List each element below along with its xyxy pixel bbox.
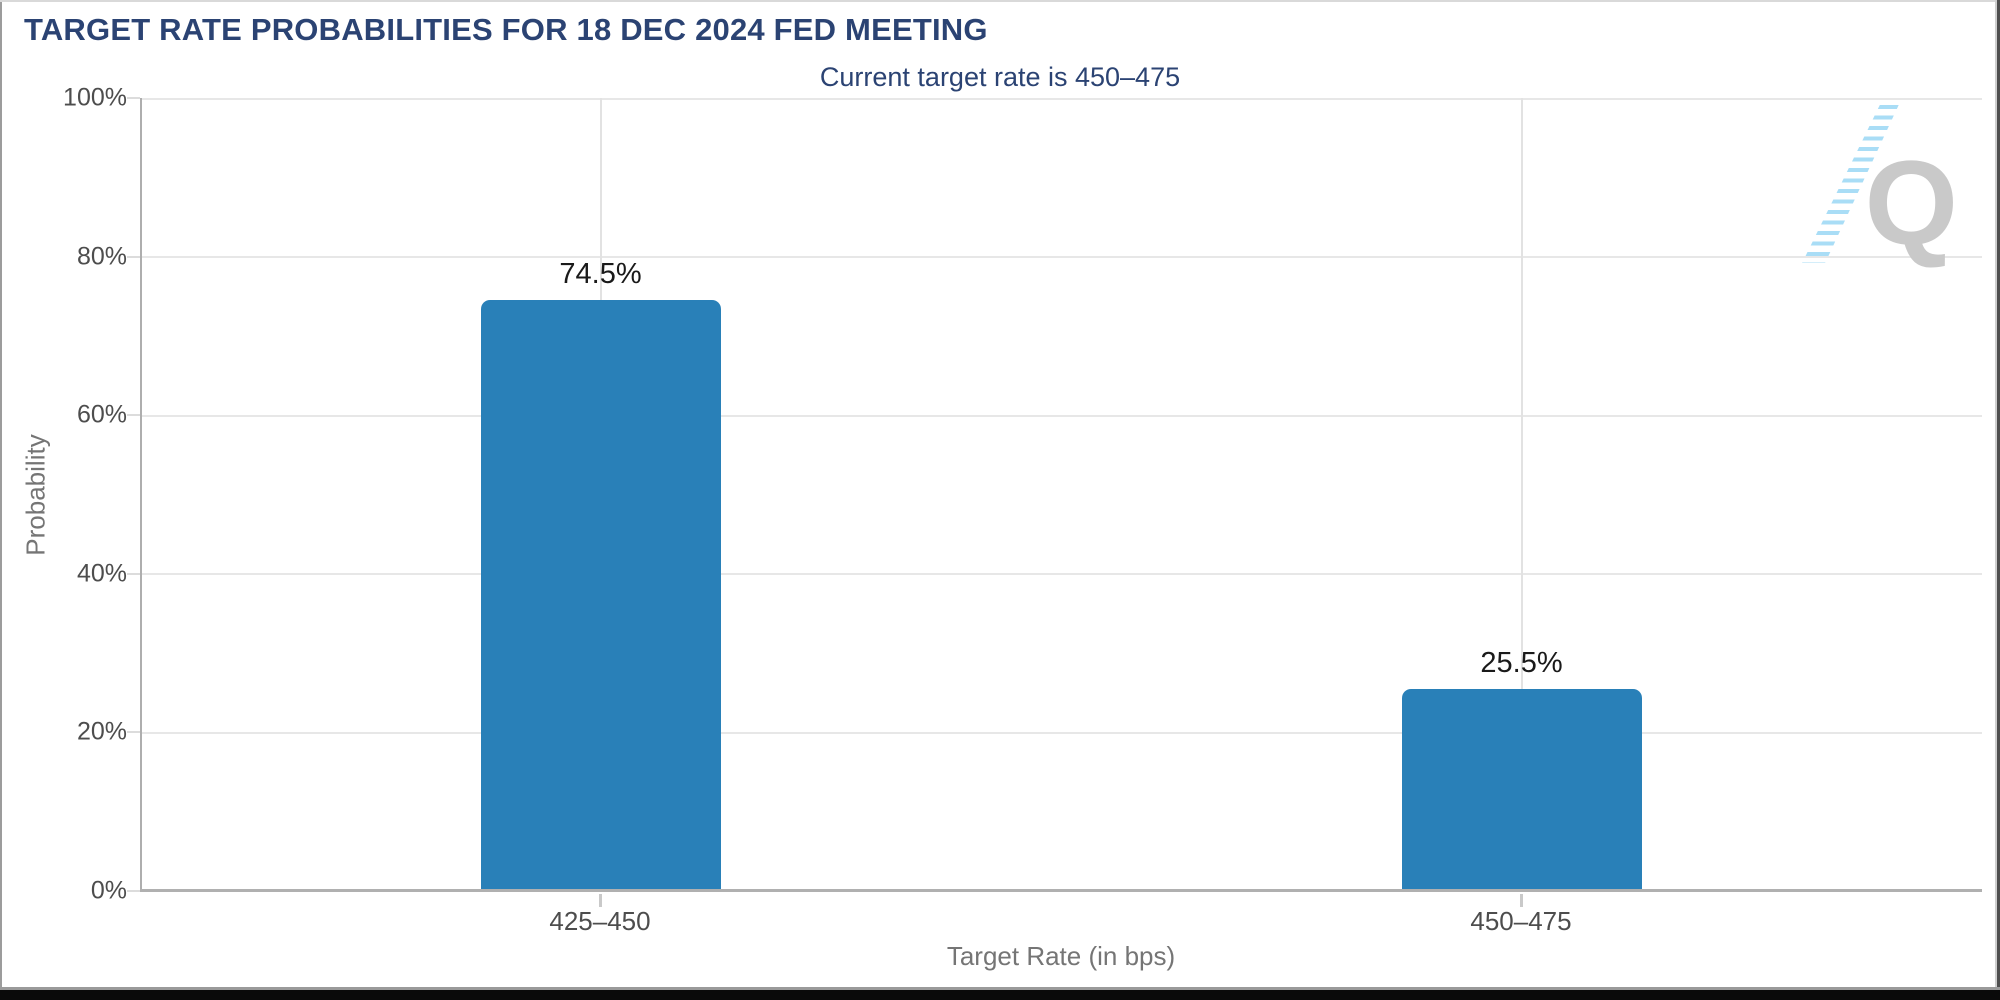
chart-title: TARGET RATE PROBABILITIES FOR 18 DEC 202… — [24, 12, 988, 47]
x-axis-title: Target Rate (in bps) — [946, 941, 1176, 971]
y-tick-mark — [127, 890, 140, 892]
y-tick-label-80: 80% — [76, 242, 127, 271]
gridline-40pct — [140, 573, 1982, 575]
panel-top-border — [0, 0, 2000, 2]
panel-right-border — [1995, 0, 2000, 1000]
y-tick-label-40: 40% — [76, 559, 127, 588]
y-tick-label-20: 20% — [76, 717, 127, 746]
chart-subtitle: Current target rate is 450–475 — [819, 62, 1181, 92]
y-tick-mark — [127, 255, 140, 258]
panel-left-border — [0, 0, 2, 1000]
gridline-80pct — [140, 256, 1982, 258]
y-tick-label-100: 100% — [63, 83, 127, 112]
gridline-100pct — [140, 98, 1982, 100]
x-axis-line — [140, 889, 1982, 892]
bar-value-label: 74.5% — [559, 258, 642, 291]
probability-bar-450-475[interactable] — [1401, 688, 1642, 891]
gridline-60pct — [140, 415, 1982, 417]
quikstrike-watermark: Q — [1800, 103, 1960, 268]
y-axis-line — [140, 98, 142, 891]
y-tick-mark — [127, 731, 140, 734]
y-axis-tick-labels: 100% 80% 60% 40% 20% 0% — [0, 85, 127, 903]
y-axis-tick-marks — [127, 97, 140, 892]
y-tick-mark — [127, 97, 140, 99]
y-tick-mark — [127, 414, 140, 417]
gridline-20pct — [140, 732, 1982, 734]
x-tick-mark — [1520, 894, 1523, 907]
x-tick-label-425-450: 425–450 — [549, 906, 651, 936]
bar-value-label: 25.5% — [1480, 646, 1563, 679]
bar-column-450-475: 25.5% — [1401, 98, 1642, 891]
probability-bar-425-450[interactable] — [480, 300, 721, 891]
x-tick-mark — [599, 894, 602, 907]
plot-area: Q 74.5% 25.5% — [140, 98, 1982, 892]
quikstrike-q-logo: Q — [1864, 136, 1958, 270]
y-tick-label-60: 60% — [76, 400, 127, 429]
y-axis-title: Probability — [20, 434, 51, 556]
gridline-category-2 — [1520, 98, 1523, 891]
y-tick-mark — [127, 572, 140, 575]
x-tick-label-450-475: 450–475 — [1470, 906, 1572, 936]
y-tick-label-0: 0% — [90, 876, 127, 905]
bar-column-425-450: 74.5% — [480, 98, 721, 891]
panel-bottom-border — [0, 987, 2000, 1000]
